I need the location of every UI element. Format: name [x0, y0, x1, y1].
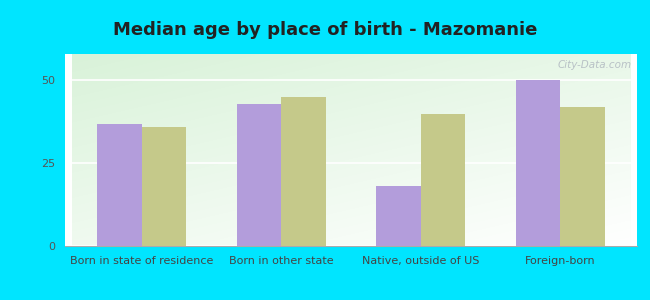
Bar [97, 124, 142, 246]
Bar [281, 97, 326, 246]
Legend: Mazomanie, Wisconsin: Mazomanie, Wisconsin [252, 297, 450, 300]
Text: City-Data.com: City-Data.com [557, 60, 631, 70]
Bar [560, 107, 605, 246]
Bar [376, 186, 421, 246]
Bar [515, 80, 560, 246]
Text: Median age by place of birth - Mazomanie: Median age by place of birth - Mazomanie [113, 21, 537, 39]
Bar [421, 114, 465, 246]
Bar [142, 127, 187, 246]
Bar [237, 104, 281, 246]
